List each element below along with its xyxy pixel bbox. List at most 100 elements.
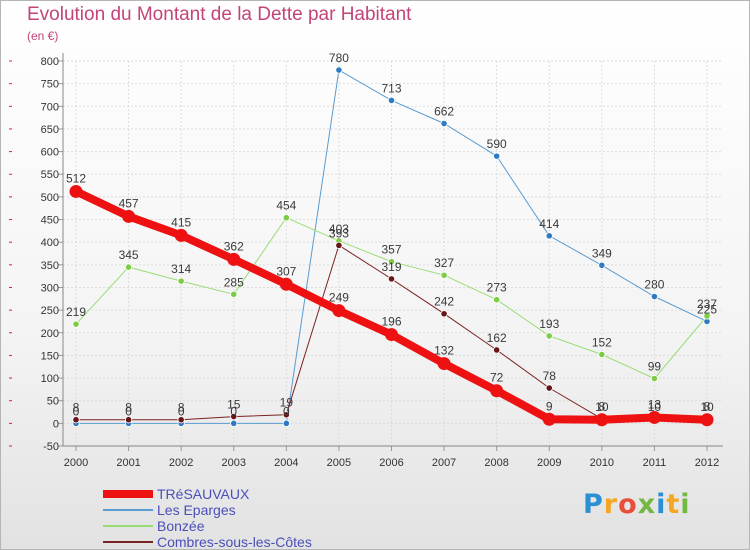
data-label-0: 307	[276, 264, 296, 278]
data-point-2	[440, 271, 448, 279]
data-label-2: 152	[592, 336, 612, 350]
chart-subtitle: (en €)	[27, 29, 59, 43]
data-point-3	[387, 275, 396, 283]
y-tick-label: 250	[41, 305, 59, 317]
legend-item-combres: Combres-sous-les-Côtes	[103, 534, 343, 550]
data-point-0	[332, 304, 346, 318]
data-point-2	[703, 312, 711, 320]
data-label-3: 10	[700, 400, 714, 414]
data-point-0	[227, 252, 241, 266]
data-label-1: 0	[230, 404, 237, 418]
data-label-1: 225	[697, 302, 717, 316]
data-point-0	[279, 277, 293, 291]
legend-swatch-combres	[103, 541, 153, 543]
y-tick-label: 700	[41, 101, 59, 113]
x-tick-label: 2010	[590, 457, 614, 469]
data-point-0	[595, 413, 609, 427]
data-label-2: 345	[119, 248, 139, 262]
data-label-3: 10	[648, 400, 662, 414]
x-tick-label: 2001	[116, 457, 140, 469]
data-label-2: 327	[434, 256, 454, 270]
data-point-0	[647, 410, 661, 424]
data-point-1	[440, 119, 448, 128]
data-point-1	[335, 66, 343, 74]
data-label-2: 285	[224, 275, 244, 289]
data-label-0: 512	[66, 171, 86, 185]
legend: TRéSAUVAUX Les Eparges Bonzée Combres-so…	[103, 486, 343, 550]
data-label-0: 13	[648, 397, 662, 411]
data-label-3: 242	[434, 295, 454, 309]
data-point-3	[177, 416, 185, 424]
x-tick-label: 2005	[327, 457, 351, 469]
data-label-2: 314	[171, 262, 191, 276]
legend-label-bonzee: Bonzée	[157, 518, 205, 534]
x-tick-label: 2002	[169, 457, 193, 469]
data-label-3: 8	[73, 401, 80, 415]
data-label-3: 393	[329, 226, 349, 240]
data-point-2	[545, 332, 553, 340]
data-label-0: 457	[119, 196, 139, 210]
data-label-3: 10	[595, 400, 609, 414]
data-point-1	[387, 96, 396, 105]
data-label-1: 0	[125, 404, 132, 418]
data-label-0: 8	[598, 400, 605, 414]
data-point-0	[174, 228, 188, 242]
data-point-3	[493, 346, 501, 354]
data-label-2: 193	[539, 317, 559, 331]
y-tick-label: 0	[53, 418, 59, 430]
data-point-2	[72, 320, 80, 328]
y-tick-label: 150	[41, 350, 59, 362]
data-label-0: 72	[490, 371, 504, 385]
data-point-2	[282, 214, 290, 222]
y-tick-label: 500	[41, 192, 59, 204]
x-tick-label: 2000	[64, 457, 88, 469]
data-label-2: 357	[381, 243, 401, 257]
data-label-2: 99	[648, 360, 662, 374]
y-tick-label: 750	[41, 79, 59, 91]
data-label-1: 280	[644, 278, 664, 292]
y-tick-label: 200	[41, 328, 59, 340]
data-point-3	[282, 411, 290, 419]
y-tick-label: 400	[41, 237, 59, 249]
data-label-3: 319	[381, 260, 401, 274]
y-tick-label: -50	[43, 441, 59, 453]
data-label-3: 8	[178, 401, 185, 415]
proxiti-logo: Proxiti	[583, 489, 691, 520]
x-tick-label: 2003	[222, 457, 246, 469]
data-point-0	[69, 184, 83, 198]
y-tick-label: 300	[41, 282, 59, 294]
legend-label-les-eparges: Les Eparges	[157, 502, 236, 518]
data-point-0	[542, 412, 556, 426]
data-label-2: 403	[329, 222, 349, 236]
y-tick-label: 50	[47, 396, 59, 408]
data-point-3	[335, 241, 343, 249]
data-point-3	[72, 416, 80, 424]
y-tick-label: 100	[41, 373, 59, 385]
data-point-2	[177, 277, 185, 285]
data-label-2: 273	[487, 281, 507, 295]
y-tick-label: 650	[41, 124, 59, 136]
data-point-1	[493, 152, 501, 160]
x-tick-label: 2007	[432, 457, 456, 469]
data-point-0	[700, 413, 714, 427]
data-label-1: 0	[283, 404, 290, 418]
data-point-1	[230, 419, 238, 427]
x-tick-label: 2009	[537, 457, 561, 469]
x-tick-label: 2012	[695, 457, 719, 469]
data-point-0	[490, 384, 504, 398]
data-point-1	[598, 261, 606, 269]
data-point-1	[650, 292, 659, 301]
data-label-3: 15	[227, 398, 241, 412]
data-label-0: 132	[434, 344, 454, 358]
legend-item-les-eparges: Les Eparges	[103, 502, 343, 518]
data-point-3	[124, 416, 133, 424]
data-label-1: 349	[592, 246, 612, 260]
data-point-2	[230, 290, 238, 298]
data-label-0: 362	[224, 239, 244, 253]
y-tick-label: 350	[41, 260, 59, 272]
data-point-3	[545, 384, 553, 392]
data-point-1	[282, 419, 290, 427]
data-point-0	[385, 328, 398, 342]
